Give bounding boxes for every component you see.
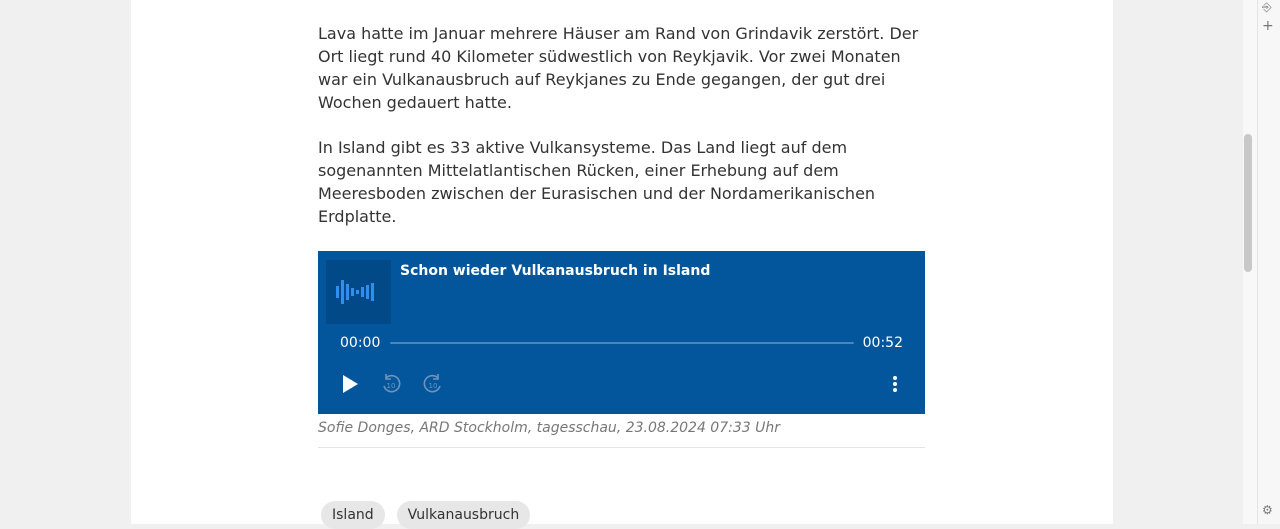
progress-track[interactable] <box>390 342 854 344</box>
rewind-10-icon: 10 <box>383 374 401 393</box>
settings-gear-icon[interactable]: ⚙ <box>1262 503 1273 517</box>
rewind-10-button[interactable]: 10 <box>380 372 402 396</box>
side-panel <box>1257 0 1280 524</box>
audio-thumbnail <box>326 260 391 324</box>
audio-title: Schon wieder Vulkanausbruch in Island <box>400 263 711 279</box>
tag-vulkanausbruch[interactable]: Vulkanausbruch <box>396 501 531 529</box>
add-icon[interactable]: + <box>1262 18 1274 34</box>
tag-island[interactable]: Island <box>321 501 385 529</box>
svg-text:10: 10 <box>387 382 396 390</box>
svg-text:10: 10 <box>429 382 438 390</box>
current-time: 00:00 <box>340 335 381 351</box>
extension-icon[interactable]: ⎆ <box>1262 0 1272 14</box>
article-paragraph: In Island gibt es 33 aktive Vulkansystem… <box>318 138 876 226</box>
more-vertical-icon <box>893 376 897 392</box>
play-button[interactable] <box>338 372 362 396</box>
tag-list: Island Vulkanausbruch <box>321 501 531 529</box>
forward-10-icon: 10 <box>423 374 441 393</box>
play-icon <box>343 375 358 393</box>
forward-10-button[interactable]: 10 <box>422 372 444 396</box>
article-paragraph: Lava hatte im Januar mehrere Häuser am R… <box>318 24 919 112</box>
waveform-icon <box>336 280 374 304</box>
more-options-button[interactable] <box>887 372 903 396</box>
scrollbar-thumb[interactable] <box>1244 134 1252 272</box>
duration: 00:52 <box>862 335 903 351</box>
audio-player: Schon wieder Vulkanausbruch in Island 00… <box>318 251 925 414</box>
audio-caption: Sofie Donges, ARD Stockholm, tagesschau,… <box>318 420 780 436</box>
divider <box>318 447 925 448</box>
